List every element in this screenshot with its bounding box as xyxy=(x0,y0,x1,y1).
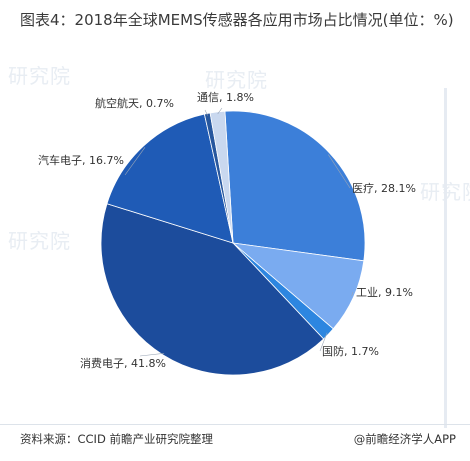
leader-line-0 xyxy=(328,154,351,189)
pie-slice-3 xyxy=(100,203,325,376)
brand-credit: @前瞻经济学人APP xyxy=(353,432,456,446)
footer-divider xyxy=(0,424,470,425)
slice-label-6: 通信, 1.8% xyxy=(197,91,254,104)
chart-title: 图表4：2018年全球MEMS传感器各应用市场占比情况(单位：%) xyxy=(20,11,454,29)
pie-slice-0 xyxy=(224,110,366,262)
leader-line-6 xyxy=(217,107,223,115)
right-divider xyxy=(444,88,447,428)
leader-line-3 xyxy=(139,353,165,357)
slice-label-4: 汽车电子, 16.7% xyxy=(38,153,124,167)
pie-slice-6 xyxy=(209,110,234,244)
slice-label-2: 国防, 1.7% xyxy=(322,344,379,358)
leader-line-1 xyxy=(351,291,354,297)
source-note: 资料来源：CCID 前瞻产业研究院整理 xyxy=(20,432,213,446)
slice-label-0: 医疗, 28.1% xyxy=(352,181,416,195)
pie-slice-4 xyxy=(106,113,234,244)
leader-line-2 xyxy=(319,332,328,352)
watermark-top-center: 研究院 xyxy=(205,68,268,92)
slice-label-1: 工业, 9.1% xyxy=(356,286,413,299)
leader-line-5 xyxy=(204,109,208,116)
leader-line-4 xyxy=(124,147,146,176)
slice-label-3: 消费电子, 41.8% xyxy=(80,356,166,370)
pie-chart: 医疗, 28.1% 工业, 9.1% 国防, 1.7% 消费电子, 41.8% 汽车电子… xyxy=(38,91,416,376)
pie-chart-area: 医疗, 28.1% 工业, 9.1% 国防, 1.7% 消费电子, 41.8% 汽车电子… xyxy=(0,52,470,424)
slice-label-5: 航空航天, 0.7% xyxy=(95,96,174,110)
watermark-top-left: 研究院 xyxy=(8,64,71,88)
watermark-mid-left: 研究院 xyxy=(8,229,71,253)
